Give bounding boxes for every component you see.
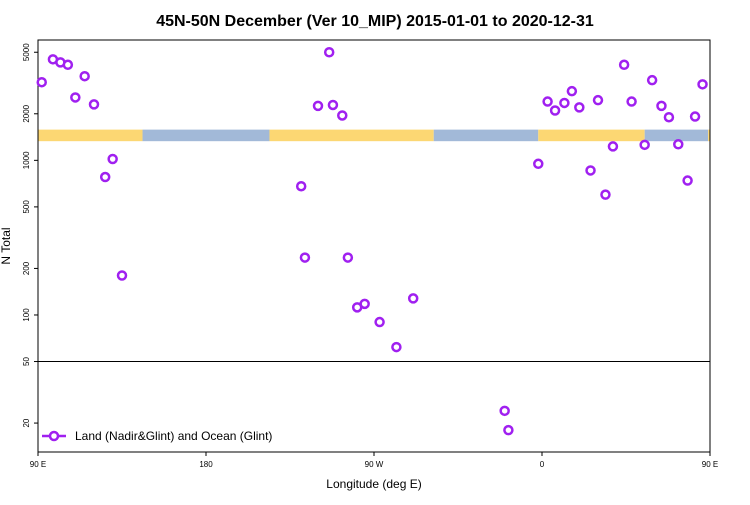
data-point bbox=[682, 175, 693, 186]
surface-band-land-6 bbox=[708, 129, 710, 142]
y-axis: 20 50 100 200 500 1000 2000 5000 bbox=[22, 43, 38, 428]
data-point bbox=[542, 96, 553, 107]
data-point bbox=[79, 70, 90, 82]
y-tick-label: 20 bbox=[22, 418, 31, 427]
data-point bbox=[600, 189, 611, 200]
x-tick-label: 90 E bbox=[702, 460, 718, 469]
data-point bbox=[585, 165, 596, 176]
data-point bbox=[295, 180, 307, 192]
data-point bbox=[503, 424, 514, 436]
surface-band-ocean-3 bbox=[433, 129, 539, 142]
data-point bbox=[549, 105, 561, 116]
data-point bbox=[88, 99, 100, 110]
data-point bbox=[70, 92, 81, 103]
surface-band-land-4 bbox=[538, 129, 645, 142]
y-tick-label: 100 bbox=[22, 308, 31, 322]
x-axis: 90 E 180 90 W 0 90 E bbox=[30, 452, 718, 469]
data-point bbox=[639, 139, 650, 151]
surface-band bbox=[38, 129, 710, 142]
data-point bbox=[689, 111, 701, 122]
data-point bbox=[323, 46, 335, 58]
data-point bbox=[656, 100, 667, 112]
surface-band-ocean-5 bbox=[644, 129, 709, 142]
data-point bbox=[697, 79, 708, 90]
legend: Land (Nadir&Glint) and Ocean (Glint) bbox=[42, 429, 272, 443]
data-points bbox=[36, 46, 708, 436]
data-point bbox=[337, 110, 348, 121]
y-tick-label: 1000 bbox=[22, 151, 31, 169]
data-point bbox=[533, 158, 544, 170]
data-point bbox=[99, 171, 111, 183]
data-point bbox=[312, 100, 324, 112]
data-point bbox=[566, 85, 578, 97]
data-point bbox=[626, 96, 637, 107]
chart-title: 45N-50N December (Ver 10_MIP) 2015-01-01… bbox=[156, 13, 594, 30]
data-point bbox=[559, 97, 570, 109]
y-axis-label: N Total bbox=[0, 227, 13, 264]
data-point bbox=[36, 76, 47, 88]
x-tick-label: 0 bbox=[540, 460, 545, 469]
y-tick-label: 500 bbox=[22, 200, 31, 214]
data-point bbox=[592, 94, 604, 106]
data-point bbox=[499, 405, 510, 417]
data-point bbox=[618, 59, 630, 71]
surface-band-land-2 bbox=[269, 129, 434, 142]
data-point bbox=[342, 252, 354, 263]
x-tick-label: 90 W bbox=[365, 460, 384, 469]
plot-frame bbox=[37, 39, 711, 453]
x-tick-label: 90 E bbox=[30, 460, 46, 469]
data-point bbox=[299, 252, 311, 263]
data-point bbox=[107, 153, 118, 165]
legend-marker bbox=[48, 430, 60, 442]
y-tick-label: 200 bbox=[22, 261, 31, 275]
y-tick-label: 5000 bbox=[22, 43, 31, 61]
x-tick-label: 180 bbox=[199, 460, 213, 469]
data-point bbox=[607, 141, 619, 152]
data-point bbox=[574, 102, 585, 113]
surface-band-ocean-1 bbox=[142, 129, 270, 142]
data-point bbox=[663, 111, 675, 123]
data-point bbox=[407, 293, 419, 304]
data-point bbox=[374, 316, 385, 328]
data-point bbox=[62, 59, 74, 71]
y-tick-label: 2000 bbox=[22, 104, 31, 122]
data-point bbox=[673, 139, 684, 150]
legend-label: Land (Nadir&Glint) and Ocean (Glint) bbox=[75, 429, 272, 443]
data-point bbox=[327, 99, 339, 111]
data-point bbox=[391, 341, 402, 353]
surface-band-land-0 bbox=[38, 129, 143, 142]
data-point bbox=[646, 74, 658, 86]
data-point bbox=[116, 270, 128, 281]
x-axis-label: Longitude (deg E) bbox=[326, 477, 421, 491]
y-tick-label: 50 bbox=[22, 357, 31, 366]
data-point bbox=[359, 298, 370, 310]
